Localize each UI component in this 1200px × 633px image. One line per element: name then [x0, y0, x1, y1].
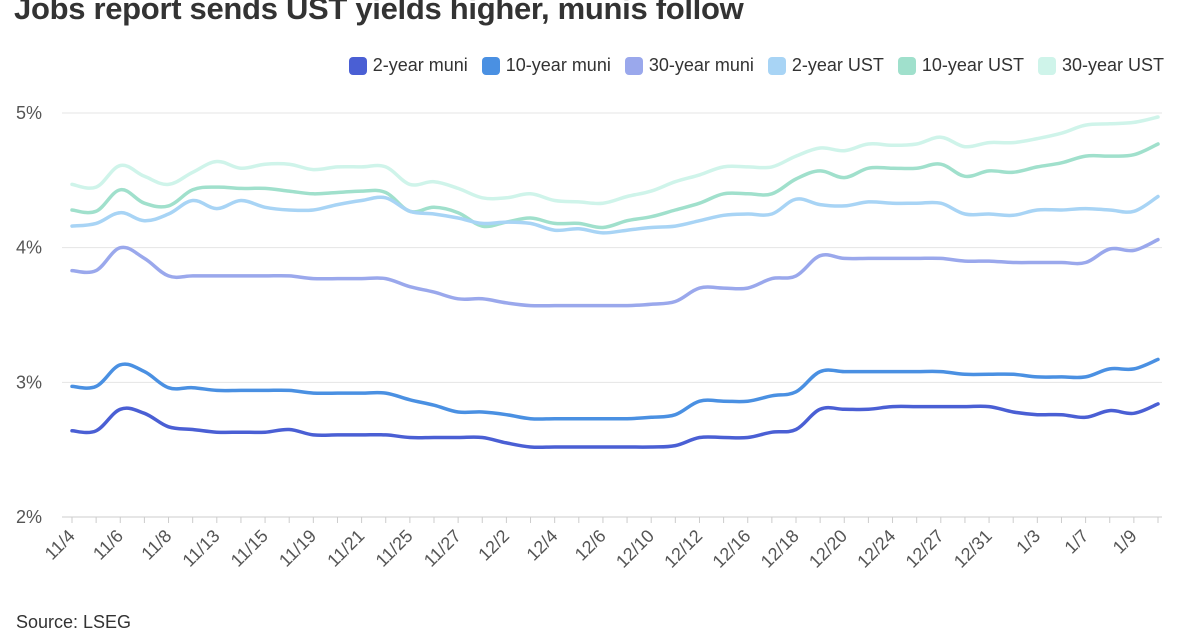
x-tick-label: 11/6 [89, 526, 127, 564]
x-tick-label: 12/4 [523, 526, 562, 565]
x-tick-label: 1/9 [1109, 526, 1141, 558]
x-tick-label: 12/2 [474, 526, 513, 565]
x-tick-label: 1/7 [1061, 526, 1093, 558]
legend-swatch-10yr-ust [897, 56, 916, 75]
legend-swatch-30yr-ust [1037, 56, 1056, 75]
x-tick-label: 12/16 [709, 526, 755, 572]
legend-swatch-2yr-muni [348, 56, 367, 75]
legend-item[interactable]: 10-year muni [481, 55, 611, 76]
legend-label: 2-year UST [791, 55, 884, 75]
x-tick-label: 12/12 [660, 526, 706, 572]
x-tick-label: 12/20 [805, 526, 851, 572]
legend-swatch-10yr-muni [481, 56, 500, 75]
source-note: Source: LSEG [16, 612, 132, 632]
series-line-2-year-muni[interactable] [70, 402, 1160, 450]
x-tick-label: 12/27 [902, 526, 948, 572]
x-tick-label: 11/15 [227, 526, 272, 571]
x-tick-label: 11/19 [275, 526, 320, 571]
legend-label: 10-year muni [505, 55, 611, 75]
legend-swatch-2yr-ust [767, 56, 786, 75]
x-tick-label: 11/21 [323, 526, 368, 571]
legend-label: 10-year UST [921, 55, 1024, 75]
y-tick-label: 4% [16, 238, 42, 258]
series-line-2-year-ust[interactable] [70, 194, 1160, 235]
x-tick-label: 12/6 [571, 526, 610, 565]
x-tick-label: 12/10 [612, 526, 658, 572]
legend-label: 2-year muni [372, 55, 468, 75]
legend: 2-year muni 10-year muni 30-year muni 2-… [335, 55, 1164, 76]
series-line-10-year-muni[interactable] [70, 357, 1160, 421]
y-tick-label: 3% [16, 372, 42, 392]
x-tick-label: 12/18 [757, 526, 803, 572]
series-line-10-year-ust[interactable] [70, 142, 1160, 230]
legend-item[interactable]: 2-year UST [767, 55, 884, 76]
y-tick-label: 5% [16, 103, 42, 123]
legend-label: 30-year muni [648, 55, 754, 75]
y-tick-label: 2% [16, 507, 42, 527]
x-tick-label: 11/8 [137, 526, 175, 564]
legend-label: 30-year UST [1061, 55, 1164, 75]
x-tick-label: 11/13 [179, 526, 224, 571]
x-tick-label: 11/27 [420, 526, 465, 571]
x-tick-label: 12/24 [853, 526, 899, 572]
x-tick-label: 11/4 [41, 526, 79, 564]
x-tick-label: 11/25 [372, 526, 417, 571]
x-tick-label: 1/3 [1012, 526, 1044, 558]
legend-item[interactable]: 30-year UST [1037, 55, 1164, 76]
chart-title: Jobs report sends UST yields higher, mun… [14, 0, 744, 26]
x-tick-label: 12/31 [950, 526, 996, 572]
series-line-30-year-ust[interactable] [70, 115, 1160, 206]
legend-swatch-30yr-muni [624, 56, 643, 75]
series-line-30-year-muni[interactable] [70, 237, 1160, 308]
legend-item[interactable]: 2-year muni [348, 55, 468, 76]
legend-item[interactable]: 30-year muni [624, 55, 754, 76]
legend-item[interactable]: 10-year UST [897, 55, 1024, 76]
